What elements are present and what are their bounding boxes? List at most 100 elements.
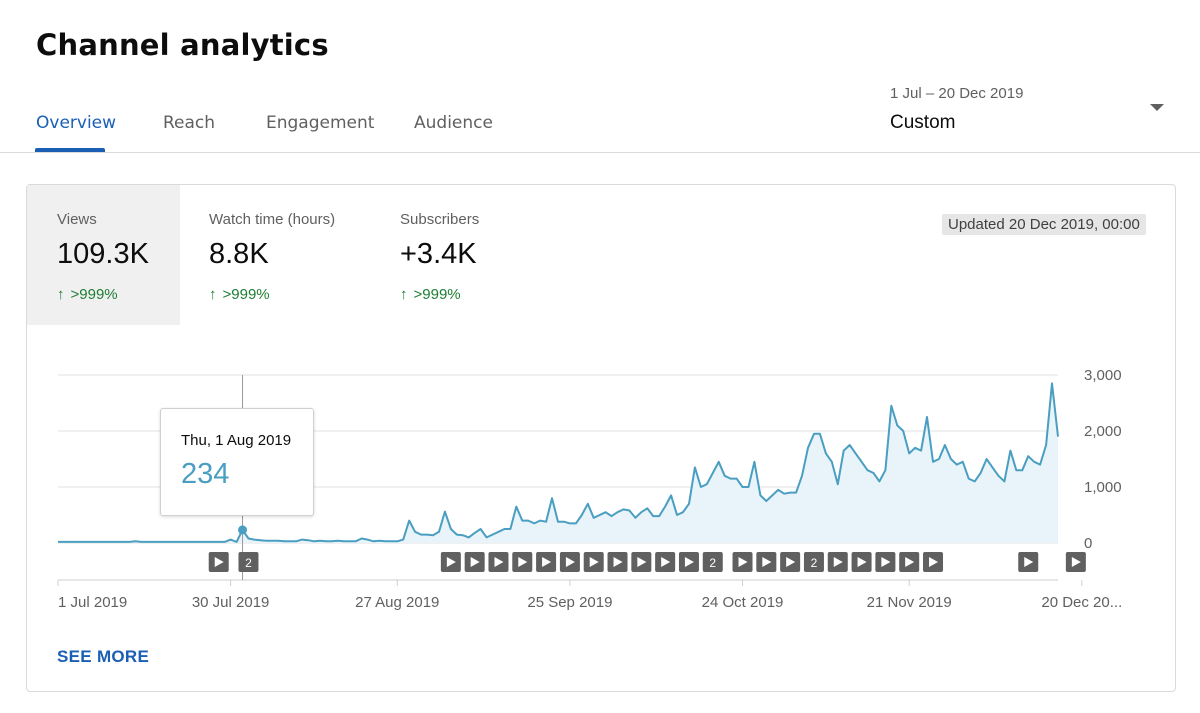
play-icon <box>613 557 623 567</box>
video-marker-icon[interactable] <box>875 552 896 572</box>
analytics-card <box>26 184 1176 692</box>
x-tick-label: 21 Nov 2019 <box>867 594 952 611</box>
metric-change-watch-time: ↑ >999% <box>209 286 270 303</box>
play-icon <box>214 557 224 567</box>
metric-value-views: 109.3K <box>57 238 149 270</box>
play-icon <box>929 557 938 567</box>
metric-change-views: ↑ >999% <box>57 286 118 303</box>
play-icon <box>881 557 891 567</box>
video-marker-icon[interactable] <box>1065 552 1086 572</box>
updated-badge: Updated 20 Dec 2019, 00:00 <box>942 214 1146 235</box>
video-marker-icon[interactable] <box>631 552 652 572</box>
y-tick-label: 1,000 <box>1084 479 1122 496</box>
y-tick-label: 2,000 <box>1084 423 1122 440</box>
marker-count: 2 <box>245 556 252 570</box>
tab-reach[interactable]: Reach <box>163 113 216 133</box>
date-range-label[interactable]: 1 Jul – 20 Dec 2019 <box>890 85 1024 102</box>
play-icon <box>905 557 915 567</box>
arrow-up-icon: ↑ <box>57 286 65 303</box>
play-icon <box>1024 557 1034 567</box>
tooltip-date: Thu, 1 Aug 2019 <box>181 432 292 449</box>
video-marker-icon[interactable] <box>851 552 872 572</box>
play-icon <box>542 557 552 567</box>
video-marker-icon[interactable] <box>208 552 229 572</box>
marker-box <box>803 552 824 572</box>
x-tick-label: 27 Aug 2019 <box>355 594 439 611</box>
views-area <box>58 383 1058 543</box>
tooltip-value: 234 <box>181 458 230 490</box>
tab-audience[interactable]: Audience <box>414 113 493 133</box>
x-tick-label: 1 Jul 2019 <box>58 594 127 611</box>
arrow-up-icon: ↑ <box>400 286 408 303</box>
marker-count: 2 <box>709 556 716 570</box>
video-marker-icon[interactable] <box>678 552 699 572</box>
play-icon <box>738 557 748 567</box>
video-count-marker[interactable]: 2 <box>803 552 824 572</box>
video-marker-icon[interactable] <box>607 552 628 572</box>
see-more-button[interactable]: SEE MORE <box>57 647 150 666</box>
y-tick-label: 0 <box>1084 535 1092 552</box>
metric-label-views: Views <box>57 211 97 228</box>
chart-tooltip <box>160 408 314 516</box>
metric-change-subscribers: ↑ >999% <box>400 286 461 303</box>
video-count-marker[interactable]: 2 <box>238 552 259 572</box>
video-marker-icon[interactable] <box>440 552 461 572</box>
video-marker-icon[interactable] <box>464 552 485 572</box>
hover-point <box>238 525 248 535</box>
video-marker-icon[interactable] <box>756 552 777 572</box>
video-marker-icon[interactable] <box>780 552 801 572</box>
play-icon <box>684 557 694 567</box>
play-icon <box>446 557 456 567</box>
video-marker-icon[interactable] <box>536 552 557 572</box>
metric-label-subscribers[interactable]: Subscribers <box>400 211 480 228</box>
video-marker-icon[interactable] <box>488 552 509 572</box>
page-title: Channel analytics <box>36 28 329 62</box>
metric-change-value: >999% <box>413 286 461 303</box>
play-icon <box>833 557 843 567</box>
video-marker-icon[interactable] <box>583 552 604 572</box>
metric-change-value: >999% <box>222 286 270 303</box>
play-icon <box>637 557 647 567</box>
video-marker-icon[interactable] <box>732 552 753 572</box>
video-marker-icon[interactable] <box>559 552 580 572</box>
video-marker-icon[interactable] <box>512 552 533 572</box>
y-tick-label: 3,000 <box>1084 367 1122 384</box>
arrow-up-icon: ↑ <box>209 286 217 303</box>
metric-value-watch-time: 8.8K <box>209 238 269 270</box>
metric-value-subscribers: +3.4K <box>400 238 477 270</box>
marker-box <box>238 552 259 572</box>
x-tick-label: 20 Dec 20... <box>1041 594 1122 611</box>
x-tick-label: 24 Oct 2019 <box>702 594 784 611</box>
video-count-marker[interactable]: 2 <box>702 552 723 572</box>
play-icon <box>762 557 772 567</box>
dropdown-arrow-icon[interactable] <box>1150 104 1164 111</box>
video-marker-icon[interactable] <box>827 552 848 572</box>
play-icon <box>786 557 796 567</box>
views-line <box>58 382 1059 543</box>
metric-change-value: >999% <box>70 286 118 303</box>
header-divider <box>0 152 1200 153</box>
metric-label-watch-time[interactable]: Watch time (hours) <box>209 211 336 228</box>
play-icon <box>589 557 599 567</box>
play-icon <box>857 557 867 567</box>
marker-box <box>702 552 723 572</box>
video-marker-icon[interactable] <box>655 552 676 572</box>
active-tab-indicator <box>35 148 105 152</box>
x-tick-label: 25 Sep 2019 <box>527 594 612 611</box>
play-icon <box>1071 557 1081 567</box>
x-tick-label: 30 Jul 2019 <box>192 594 270 611</box>
video-marker-icon[interactable] <box>923 552 943 572</box>
play-icon <box>494 557 504 567</box>
play-icon <box>565 557 575 567</box>
metric-tab-views[interactable] <box>27 185 180 325</box>
tab-overview[interactable]: Overview <box>36 113 117 133</box>
play-icon <box>470 557 480 567</box>
video-marker-icon[interactable] <box>1018 552 1039 572</box>
play-icon <box>661 557 671 567</box>
date-range-select[interactable]: Custom <box>890 112 956 133</box>
marker-count: 2 <box>811 556 818 570</box>
tab-engagement[interactable]: Engagement <box>266 113 375 133</box>
video-marker-icon[interactable] <box>899 552 920 572</box>
play-icon <box>518 557 528 567</box>
